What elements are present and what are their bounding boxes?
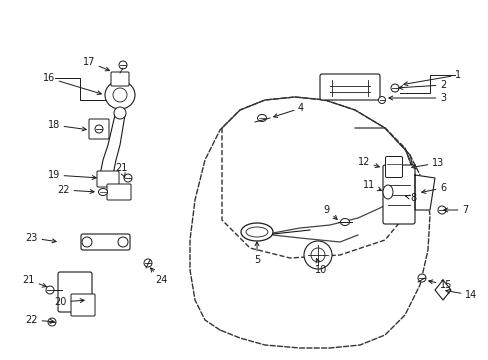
Text: 11: 11 [362, 180, 381, 191]
Text: 22: 22 [25, 315, 54, 325]
FancyBboxPatch shape [97, 171, 119, 187]
Ellipse shape [382, 185, 392, 199]
Text: 17: 17 [82, 57, 109, 71]
Circle shape [48, 318, 56, 326]
Ellipse shape [98, 189, 107, 195]
Circle shape [124, 174, 132, 182]
Text: 8: 8 [405, 193, 415, 203]
FancyBboxPatch shape [385, 157, 402, 177]
Circle shape [118, 237, 128, 247]
FancyBboxPatch shape [89, 119, 109, 139]
Circle shape [119, 61, 127, 69]
Circle shape [437, 206, 445, 214]
FancyBboxPatch shape [107, 184, 131, 200]
FancyBboxPatch shape [319, 74, 379, 100]
Circle shape [378, 96, 385, 104]
Ellipse shape [245, 227, 267, 237]
Text: 5: 5 [253, 242, 260, 265]
Text: 15: 15 [428, 280, 451, 290]
Ellipse shape [340, 219, 349, 225]
Text: 23: 23 [25, 233, 56, 243]
Ellipse shape [257, 114, 266, 122]
Ellipse shape [304, 241, 331, 269]
Circle shape [95, 125, 103, 133]
FancyBboxPatch shape [382, 165, 414, 224]
FancyBboxPatch shape [81, 234, 130, 250]
Text: 21: 21 [115, 163, 127, 177]
FancyBboxPatch shape [58, 272, 92, 312]
Text: 21: 21 [22, 275, 46, 287]
Text: 9: 9 [323, 205, 336, 219]
Text: 18: 18 [48, 120, 86, 131]
Text: 2: 2 [398, 80, 446, 90]
FancyBboxPatch shape [111, 72, 129, 86]
Text: 4: 4 [273, 103, 304, 117]
Circle shape [114, 107, 126, 119]
Ellipse shape [310, 248, 325, 262]
Ellipse shape [105, 81, 135, 109]
Circle shape [82, 237, 92, 247]
Text: 19: 19 [48, 170, 96, 180]
Text: 12: 12 [357, 157, 379, 167]
Ellipse shape [241, 223, 272, 241]
Text: 10: 10 [314, 258, 326, 275]
Circle shape [390, 84, 398, 92]
Circle shape [143, 259, 152, 267]
Text: 6: 6 [421, 183, 445, 193]
FancyBboxPatch shape [71, 294, 95, 316]
Text: 13: 13 [411, 158, 443, 168]
Text: 3: 3 [388, 93, 445, 103]
Text: 7: 7 [443, 205, 468, 215]
Polygon shape [414, 175, 434, 210]
Circle shape [46, 286, 54, 294]
Text: 22: 22 [58, 185, 94, 195]
Text: 1: 1 [403, 70, 460, 86]
Text: 16: 16 [42, 73, 101, 95]
Text: 24: 24 [150, 268, 167, 285]
Ellipse shape [113, 88, 127, 102]
Text: 14: 14 [445, 289, 476, 300]
Text: 20: 20 [55, 297, 84, 307]
Circle shape [417, 274, 425, 282]
Polygon shape [434, 280, 450, 300]
